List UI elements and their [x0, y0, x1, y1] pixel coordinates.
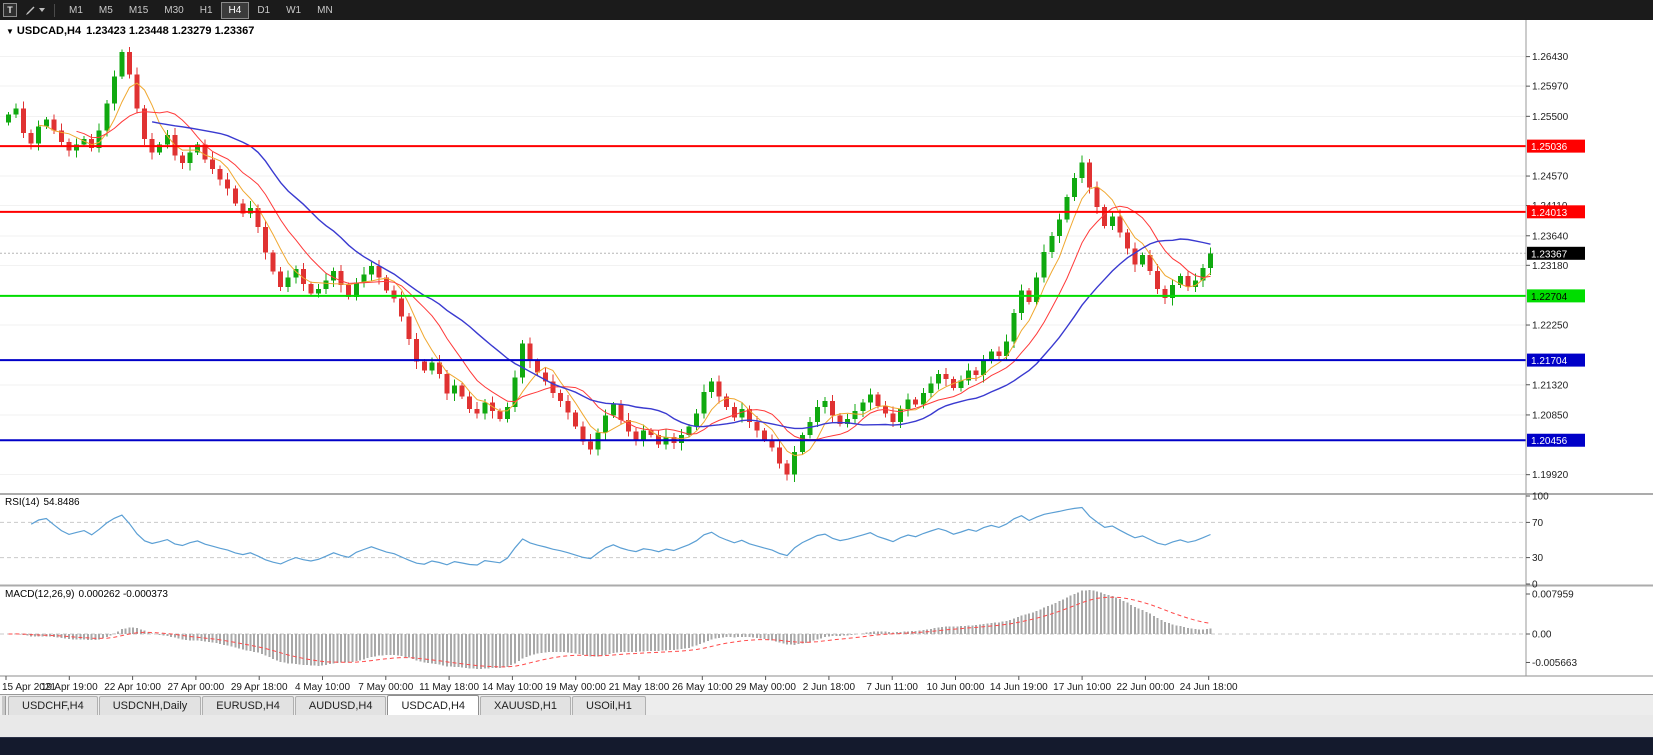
rsi-value: 54.8486	[43, 497, 80, 508]
time-axis-label: 14 May 10:00	[482, 682, 543, 693]
rsi-tick-label: 30	[1532, 553, 1544, 564]
timeframe-button-m5[interactable]: M5	[98, 4, 113, 16]
time-axis-label: 22 Apr 10:00	[104, 682, 161, 693]
price-badge-text: 1.20456	[1531, 436, 1568, 447]
price-tick-label: 1.23640	[1532, 231, 1569, 242]
timeframe-button-m15[interactable]: M15	[128, 4, 149, 16]
price-tick-label: 1.26430	[1532, 52, 1569, 63]
price-tick-label: 1.22250	[1532, 321, 1569, 332]
price-badge	[1527, 433, 1585, 447]
top-toolbar: T M1 M5 M15 M30 H1 H4 D1 W1 MN	[0, 0, 1653, 20]
price-badge-text: 1.24013	[1531, 208, 1568, 219]
chart-tab-usdcnh-daily[interactable]: USDCNH,Daily	[98, 696, 202, 715]
price-badge	[1527, 139, 1585, 153]
rsi-name: RSI(14)	[5, 497, 40, 508]
macd-tick-label: -0.005663	[1532, 658, 1577, 669]
macd-tick-label: 0.007959	[1532, 589, 1574, 600]
price-badge-text: 1.22704	[1531, 292, 1568, 303]
macd-tick-label: 0.00	[1532, 630, 1552, 641]
pen-tool-button[interactable]	[22, 4, 48, 17]
timeframe-button-m1[interactable]: M1	[69, 4, 83, 16]
price-badge-text: 1.21704	[1531, 356, 1568, 367]
macd-values: 0.000262 -0.000373	[78, 589, 168, 600]
chart-tab-xauusd-h1[interactable]: XAUUSD,H1	[480, 696, 571, 715]
chart-tabbar: USDCHF,H4 USDCNH,Daily EURUSD,H4 AUDUSD,H4 U…	[0, 694, 1653, 715]
time-axis-label: 19 Apr 19:00	[41, 682, 98, 693]
toolbar-separator	[54, 3, 55, 17]
chart-title: ▼ USDCAD,H4 1.23423 1.23448 1.23279 1.2336…	[6, 25, 254, 37]
time-axis-label: 10 Jun 00:00	[927, 682, 985, 693]
time-axis-label: 4 May 10:00	[295, 682, 350, 693]
chart-window-icon[interactable]: T	[3, 3, 17, 17]
time-axis-label: 22 Jun 00:00	[1116, 682, 1174, 693]
price-badge	[1527, 205, 1585, 219]
price-tick-label: 1.24570	[1532, 172, 1569, 183]
rsi-line	[30, 506, 1211, 566]
chart-tab-eurusd-h4[interactable]: EURUSD,H4	[202, 696, 294, 715]
time-axis-label: 24 Jun 18:00	[1180, 682, 1238, 693]
rsi-tick-label: 70	[1532, 518, 1544, 529]
price-badge-text: 1.25036	[1531, 142, 1568, 153]
timeframe-button-h1[interactable]: H1	[199, 4, 213, 16]
price-badge-text: 1.23367	[1531, 249, 1568, 260]
price-badge	[1527, 289, 1585, 303]
time-axis-label: 2 Jun 18:00	[803, 682, 856, 693]
price-tick-label: 1.23180	[1532, 261, 1569, 272]
tabbar-left-edge	[2, 696, 6, 715]
chart-symbol-period: USDCAD,H4	[16, 25, 82, 37]
time-axis-label: 17 Jun 10:00	[1053, 682, 1111, 693]
macd-label: MACD(12,26,9) 0.000262 -0.000373	[5, 589, 168, 600]
timeframe-button-h4[interactable]: H4	[220, 1, 250, 19]
ma-fast-line	[38, 82, 1211, 457]
chart-ohlc-values: 1.23423 1.23448 1.23279 1.23367	[86, 25, 255, 37]
rsi-label: RSI(14) 54.8486	[5, 497, 80, 508]
time-axis-label: 27 Apr 00:00	[168, 682, 225, 693]
macd-name: MACD(12,26,9)	[5, 589, 75, 600]
time-axis-label: 21 May 18:00	[609, 682, 670, 693]
time-axis-label: 26 May 10:00	[672, 682, 733, 693]
timeframe-bar: M1 M5 M15 M30 H1 H4 D1 W1 MN	[61, 0, 341, 20]
time-axis-label: 29 Apr 18:00	[231, 682, 288, 693]
time-axis-label: 29 May 00:00	[735, 682, 796, 693]
time-axis-label: 7 Jun 11:00	[866, 682, 918, 693]
price-badge	[1527, 246, 1585, 260]
grid-layer	[0, 56, 1526, 476]
time-axis-label: 15 Apr 2021	[2, 682, 56, 693]
macd-histogram	[11, 590, 1212, 670]
desktop-strip	[0, 715, 1653, 737]
price-tick-label: 1.20850	[1532, 410, 1569, 421]
price-tick-label: 1.19920	[1532, 470, 1569, 481]
time-axis-label: 11 May 18:00	[419, 682, 479, 693]
time-axis-label: 7 May 00:00	[358, 682, 413, 693]
chart-tab-usoil-h1[interactable]: USOil,H1	[572, 696, 646, 715]
timeframe-button-mn[interactable]: MN	[317, 4, 333, 16]
price-badge	[1527, 353, 1585, 367]
price-tick-label: 1.21320	[1532, 380, 1569, 391]
chart-background	[0, 20, 1653, 694]
chart-tab-usdchf-h4[interactable]: USDCHF,H4	[8, 696, 98, 715]
ma-slow-line	[151, 121, 1211, 430]
chevron-down-icon	[39, 8, 45, 12]
timeframe-button-w1[interactable]: W1	[286, 4, 302, 16]
price-tick-label: 1.25500	[1532, 112, 1569, 123]
rsi-tick-label: 100	[1532, 492, 1549, 503]
rsi-tick-label: 0	[1532, 580, 1538, 591]
time-axis-label: 19 May 00:00	[545, 682, 606, 693]
ma-medium-line	[76, 111, 1211, 441]
chart-tab-audusd-h4[interactable]: AUDUSD,H4	[294, 696, 387, 715]
collapse-triangle-icon[interactable]: ▼	[6, 27, 14, 36]
timeframe-button-d1[interactable]: D1	[257, 4, 271, 16]
timeframe-button-m30[interactable]: M30	[164, 4, 184, 16]
panel-separators[interactable]	[0, 20, 1653, 677]
windows-taskbar[interactable]	[0, 737, 1653, 755]
price-tick-label: 1.25970	[1532, 82, 1569, 93]
chart-canvas[interactable]: 1.264301.259701.255001.245701.241101.236…	[0, 0, 1653, 694]
chart-tab-usdcad-h4[interactable]: USDCAD,H4	[387, 695, 480, 715]
macd-signal-line	[8, 596, 1211, 668]
time-axis-label: 14 Jun 19:00	[990, 682, 1048, 693]
price-axis[interactable]: 1.264301.259701.255001.245701.241101.236…	[1526, 52, 1569, 481]
pen-icon	[26, 6, 35, 15]
